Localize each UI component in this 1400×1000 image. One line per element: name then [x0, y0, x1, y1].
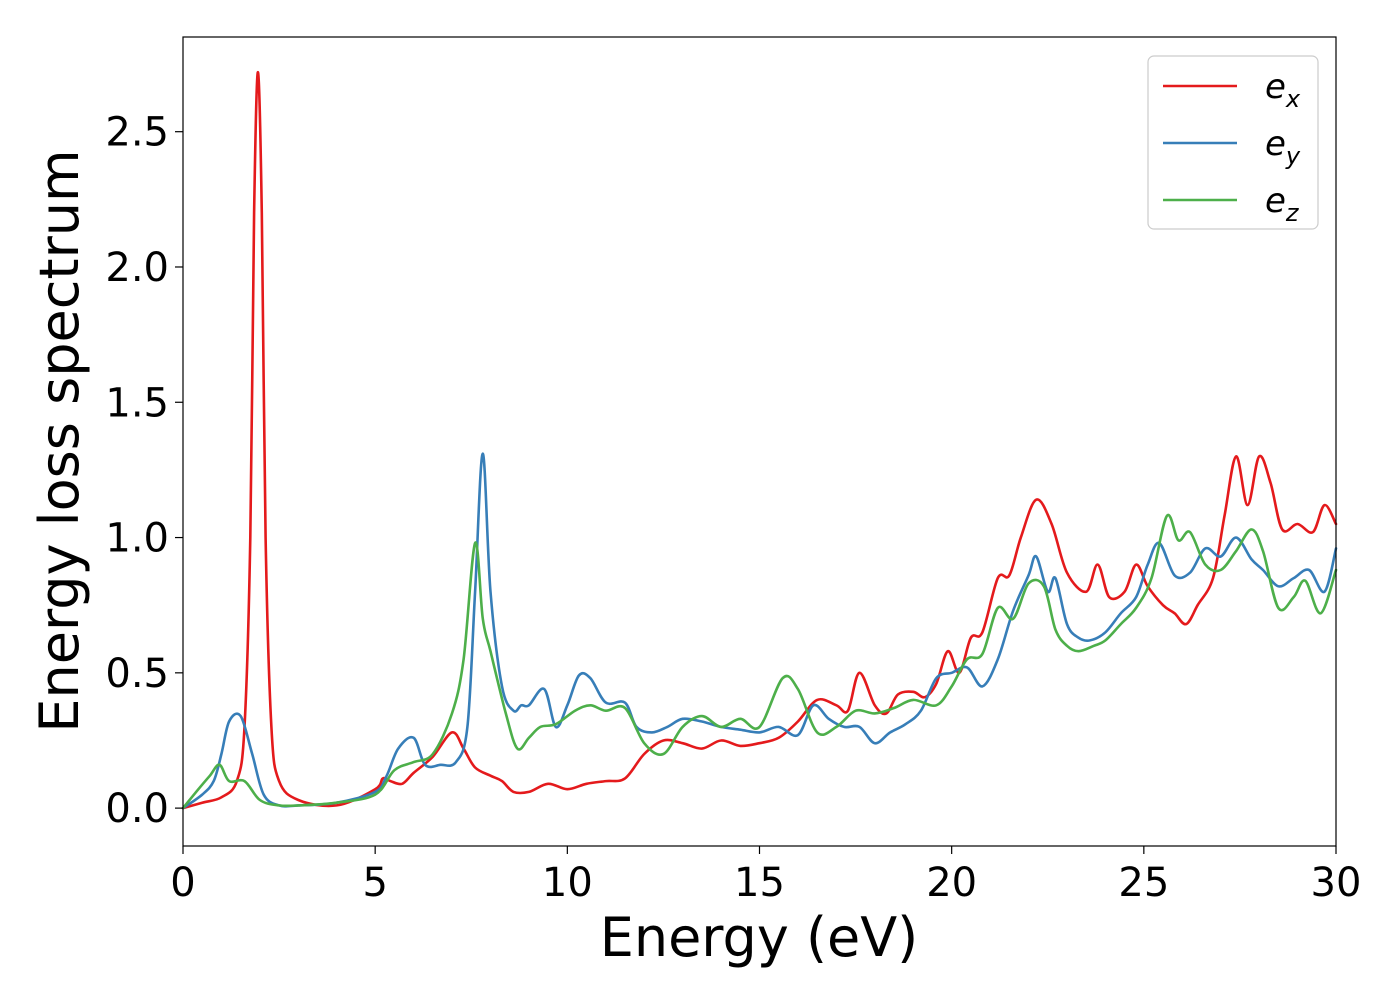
y-axis-ticks: 0.0 0.5 1.0 1.5 2.0 2.5	[105, 110, 183, 832]
series-line-x	[181, 70, 1338, 810]
legend: ex ey ez	[1147, 55, 1319, 230]
x-tick-label: 15	[734, 860, 785, 906]
y-tick-label: 1.0	[105, 516, 169, 562]
series-line-z	[181, 513, 1338, 810]
x-axis-label: Energy (eV)	[600, 906, 919, 969]
x-tick-label: 20	[926, 860, 977, 906]
x-tick-label: 30	[1311, 860, 1362, 906]
series-group	[181, 70, 1338, 810]
y-tick-label: 1.5	[105, 380, 169, 426]
y-axis-label: Energy loss spectrum	[28, 149, 91, 732]
x-tick-label: 0	[170, 860, 195, 906]
x-tick-label: 5	[362, 860, 387, 906]
x-tick-label: 10	[542, 860, 593, 906]
plot-background	[183, 37, 1336, 846]
x-tick-label: 25	[1118, 860, 1169, 906]
legend-label-z: ez	[1265, 181, 1300, 227]
y-tick-label: 0.5	[105, 651, 169, 697]
y-tick-label: 0.0	[105, 786, 169, 832]
x-axis-ticks: 0 5 10 15 20 25 30	[170, 846, 1361, 906]
y-tick-label: 2.0	[105, 245, 169, 291]
y-tick-label: 2.5	[105, 110, 169, 156]
series-line-y	[181, 452, 1338, 810]
legend-label-x: ex	[1265, 67, 1301, 113]
legend-label-y: ey	[1265, 124, 1301, 170]
